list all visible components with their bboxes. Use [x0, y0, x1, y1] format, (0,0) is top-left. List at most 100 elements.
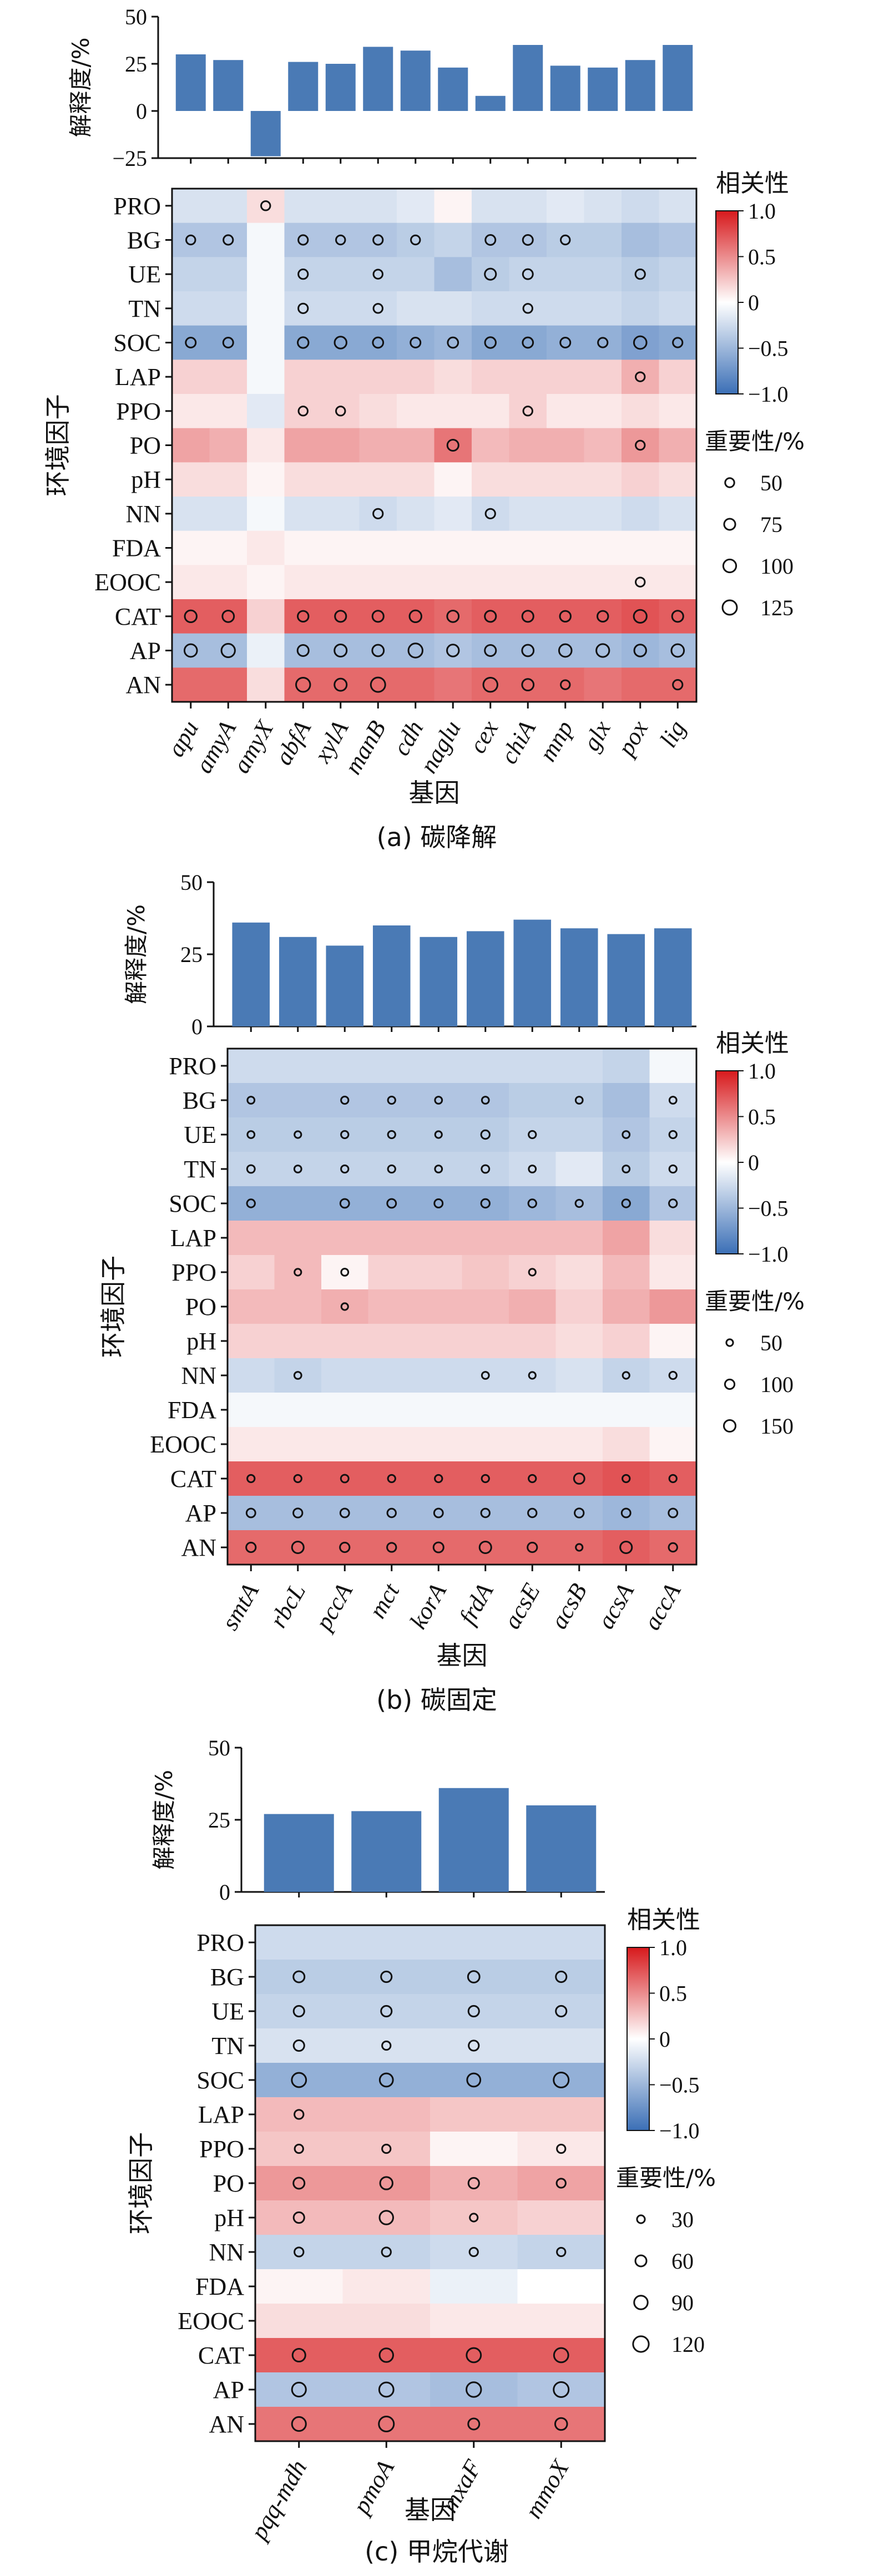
heatmap-cell	[209, 189, 247, 224]
importance-circle	[468, 2039, 480, 2052]
importance-circle	[668, 1130, 678, 1140]
importance-circle	[554, 2417, 568, 2431]
heatmap-cell	[649, 1496, 697, 1531]
heatmap-cell	[472, 428, 509, 463]
heatmap-cell	[462, 1393, 509, 1428]
size-legend-label: 50	[760, 470, 782, 495]
heatmap-cell	[547, 667, 584, 702]
importance-circle	[558, 643, 573, 658]
importance-circle	[334, 643, 348, 658]
heatmap-cell	[584, 633, 622, 668]
importance-circle	[619, 1540, 633, 1555]
heatmap-cell	[274, 1117, 322, 1152]
heatmap-cell	[430, 2338, 518, 2373]
heatmap-cell	[547, 530, 584, 565]
heatmap-cell	[517, 2028, 605, 2063]
importance-circle	[434, 1165, 443, 1173]
heatmap-cell	[622, 633, 659, 668]
bar-mxaF	[438, 1788, 509, 1892]
heatmap-cell	[172, 428, 210, 463]
heatmap-cell	[322, 257, 360, 292]
heatmap-cell	[430, 2372, 518, 2407]
heatmap-cell	[359, 394, 397, 429]
heatmap-cell	[584, 291, 622, 326]
heatmap-cell	[359, 189, 397, 224]
heatmap-cell	[284, 565, 322, 600]
heatmap-cell	[397, 394, 435, 429]
heatmap-cell	[555, 1221, 603, 1256]
heatmap-cell	[509, 428, 547, 463]
heatmap-cell	[472, 497, 509, 532]
bar-mct	[372, 925, 411, 1026]
heatmap-cell	[472, 462, 509, 497]
heatmap-cell	[274, 1496, 322, 1531]
importance-circle	[297, 336, 310, 349]
heatmap-cell	[321, 1049, 368, 1084]
gene-label: accA	[638, 1578, 686, 1635]
heatmap-cell	[172, 462, 210, 497]
heatmap-cell	[342, 2269, 431, 2304]
heatmap-cell	[415, 1255, 462, 1290]
heatmap-cell	[322, 633, 360, 668]
factor-label: FDA	[168, 1396, 216, 1424]
heatmap-cell	[322, 291, 360, 326]
importance-circle	[371, 610, 385, 623]
heatmap-cell	[509, 1083, 556, 1118]
importance-circle	[467, 2417, 481, 2431]
importance-circle	[478, 1540, 492, 1555]
importance-circle	[635, 371, 646, 382]
heatmap-cell	[517, 2132, 605, 2167]
heatmap-cell	[555, 1324, 603, 1359]
importance-circle	[597, 610, 609, 623]
importance-circle	[559, 337, 572, 348]
heatmap-cell	[359, 565, 397, 600]
heatmap-cell	[472, 291, 509, 326]
heatmap-cell	[509, 1117, 556, 1152]
importance-circle	[481, 1096, 490, 1105]
heatmap-cell	[397, 497, 435, 532]
importance-circle	[292, 2211, 305, 2224]
bar-acsE	[513, 919, 552, 1026]
size-legend-label: 75	[760, 512, 782, 537]
heatmap-cell	[584, 667, 622, 702]
heatmap-cell	[415, 1049, 462, 1084]
heatmap-cell	[472, 530, 509, 565]
importance-circle	[634, 269, 646, 280]
bar-mmoX	[526, 1805, 597, 1892]
importance-circle	[386, 1507, 397, 1519]
heatmap-cell	[659, 530, 697, 565]
heatmap-cell	[274, 1358, 322, 1393]
importance-circle	[621, 1198, 631, 1208]
factor-label: PO	[130, 432, 161, 459]
importance-circle	[380, 2005, 393, 2018]
heatmap-cell	[255, 1925, 343, 1960]
heatmap-cell	[584, 257, 622, 292]
factor-label: TN	[128, 295, 161, 322]
importance-circle	[293, 1474, 302, 1484]
importance-circle	[468, 2246, 479, 2258]
heatmap-cell	[415, 1289, 462, 1324]
heatmap-cell	[434, 189, 472, 224]
heatmap-cell	[321, 1221, 368, 1256]
importance-circle	[556, 2246, 567, 2258]
importance-circle	[484, 234, 497, 246]
heatmap-cell	[659, 428, 697, 463]
heatmap-y-axis-label: 环境因子	[98, 1256, 128, 1358]
heatmap-cell	[517, 1960, 605, 1995]
importance-circle	[466, 2381, 482, 2398]
heatmap-cell	[274, 1461, 322, 1496]
heatmap-cell	[509, 497, 547, 532]
heatmap-cell	[584, 360, 622, 394]
importance-circle	[467, 2005, 480, 2018]
importance-circle	[668, 1370, 678, 1380]
heatmap-cell	[397, 599, 435, 634]
importance-circle	[410, 234, 421, 246]
bar-y-tick-label: 25	[208, 1808, 230, 1833]
heatmap-cell	[462, 1427, 509, 1462]
heatmap-cell	[430, 2200, 518, 2235]
corr-colorbar	[627, 1947, 650, 2131]
importance-circle	[527, 1198, 537, 1208]
factor-label: CAT	[170, 1465, 216, 1492]
heatmap-cell	[659, 667, 697, 702]
heatmap-cell	[622, 325, 659, 360]
